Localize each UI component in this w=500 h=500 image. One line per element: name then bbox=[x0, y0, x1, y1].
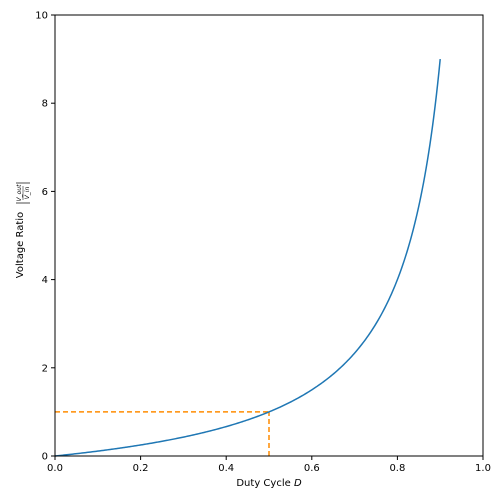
y-axis-label-numerator: V_out bbox=[16, 184, 23, 202]
x-tick-label: 0.4 bbox=[218, 463, 234, 474]
y-tick-label: 4 bbox=[42, 275, 48, 286]
x-axis-label-var: D bbox=[294, 478, 302, 489]
series-line-0 bbox=[54, 59, 441, 457]
x-tick-label: 1.0 bbox=[475, 463, 491, 474]
y-axis-label-text: Voltage Ratio bbox=[15, 212, 26, 278]
y-tick-label: 8 bbox=[42, 99, 48, 110]
chart-marks bbox=[54, 59, 441, 457]
x-axis-label: Duty Cycle D bbox=[236, 478, 302, 489]
y-tick-label: 0 bbox=[42, 452, 48, 463]
y-axis-label-denominator: V_in bbox=[24, 187, 31, 200]
y-tick-label: 6 bbox=[42, 187, 48, 198]
x-axis-label-text: Duty Cycle bbox=[236, 478, 290, 489]
x-tick-label: 0.0 bbox=[47, 463, 63, 474]
y-axis-label: Voltage Ratio V_out V_in bbox=[15, 182, 31, 278]
x-tick-label: 0.8 bbox=[389, 463, 405, 474]
y-tick-label: 10 bbox=[35, 11, 48, 22]
axes: 0.0 0.2 0.4 0.6 0.8 1.0 0 2 4 6 8 10 bbox=[35, 11, 491, 475]
y-tick-label: 2 bbox=[42, 363, 48, 374]
x-tick-label: 0.2 bbox=[133, 463, 149, 474]
plot-area bbox=[55, 15, 483, 456]
plot-frame bbox=[54, 14, 484, 457]
x-tick-label: 0.6 bbox=[304, 463, 320, 474]
